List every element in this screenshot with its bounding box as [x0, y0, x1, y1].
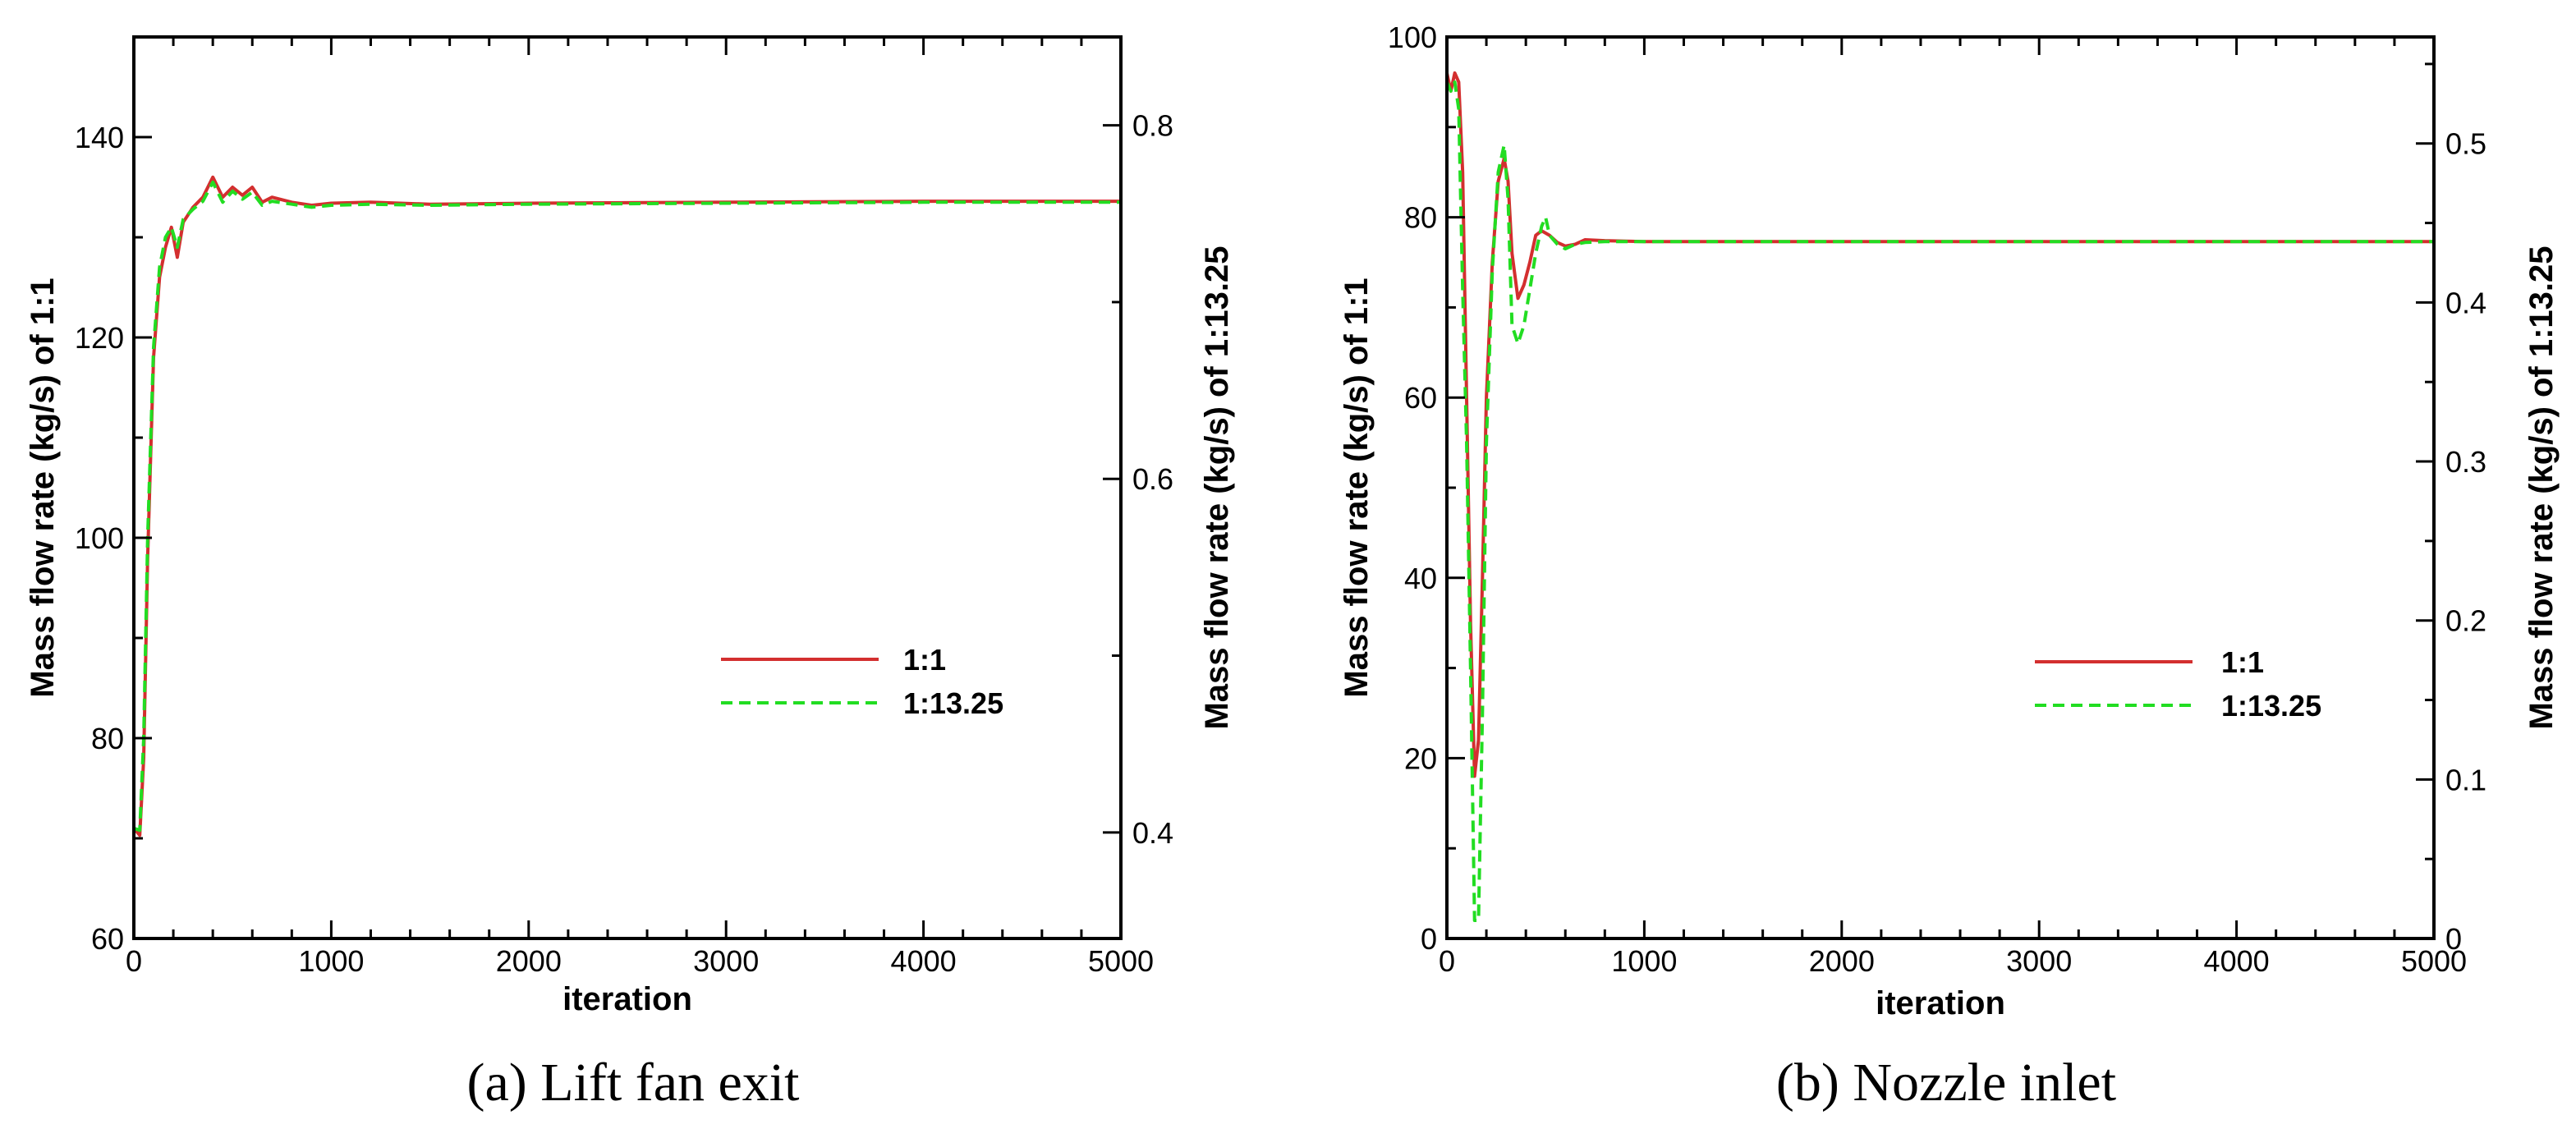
tick-labels: 0 1000 2000 3000 4000 500002040608010000.10.2… [1388, 21, 2486, 978]
tick-labels: 0 1000 2000 3000 4000 5000 60 80 100 120 140 0.4 0.6… [75, 109, 1173, 978]
legend-label-1-1: 1:1 [2221, 645, 2264, 679]
x-tick-label: 2000 [496, 944, 562, 978]
tick-marks [132, 35, 1123, 940]
plot-area [1445, 71, 2434, 922]
y-tick-label: 100 [1388, 21, 1437, 54]
y-tick-label: 80 [1404, 201, 1437, 235]
y2-axis-label: Mass flow rate (kg/s) of 1:13.25 [2523, 245, 2560, 729]
y-tick-label: 80 [91, 722, 124, 755]
x-tick-label: 0 [126, 944, 142, 978]
series-line-1-13-25 [133, 180, 1121, 833]
x-axis-label: iteration [1876, 985, 2005, 1021]
y2-tick-label: 0.2 [2445, 604, 2486, 638]
y2-tick-label: 0.4 [1132, 816, 1173, 850]
x-axis-label: iteration [562, 981, 692, 1017]
legend-label-1-13-25: 1:13.25 [2221, 689, 2321, 723]
series-line-1-1 [132, 175, 1121, 837]
x-tick-label: 0 [1439, 944, 1455, 978]
legend: 1:1 1:13.25 [721, 643, 1003, 720]
x-tick-label: 4000 [2204, 944, 2270, 978]
y2-tick-label: 0.5 [2445, 127, 2486, 161]
series-line-1-1 [1445, 71, 2434, 778]
y2-tick-label: 0 [2445, 922, 2462, 956]
y-tick-label: 120 [75, 321, 124, 355]
y2-tick-label: 0.4 [2445, 286, 2486, 319]
y-tick-label: 20 [1404, 741, 1437, 775]
y-tick-label: 40 [1404, 562, 1437, 595]
x-tick-label: 5000 [2401, 944, 2467, 978]
legend-label-1-13-25: 1:13.25 [903, 686, 1003, 720]
caption-b: (b) Nozzle inlet [1776, 1053, 2116, 1113]
y-axis-label: Mass flow rate (kg/s) of 1:1 [1339, 278, 1375, 697]
x-tick-label: 3000 [693, 944, 759, 978]
legend-label-1-1: 1:1 [903, 643, 946, 677]
y2-tick-label: 0.8 [1132, 109, 1173, 143]
y2-tick-label: 0.3 [2445, 445, 2486, 479]
y-axis-label: Mass flow rate (kg/s) of 1:1 [25, 278, 61, 697]
y-tick-label: 60 [1404, 381, 1437, 415]
y-tick-label: 60 [91, 922, 124, 956]
y2-axis-label: Mass flow rate (kg/s) of 1:13.25 [1199, 245, 1235, 729]
plot-frame [132, 35, 1123, 940]
plot-frame [1445, 35, 2436, 940]
x-tick-label: 1000 [298, 944, 364, 978]
x-tick-label: 4000 [891, 944, 957, 978]
x-tick-label: 5000 [1088, 944, 1154, 978]
y2-tick-label: 0.1 [2445, 763, 2486, 796]
caption-a: (a) Lift fan exit [467, 1053, 800, 1113]
tick-marks [1445, 35, 2436, 940]
plot-area [132, 175, 1121, 837]
y-tick-label: 0 [1421, 922, 1437, 956]
y-tick-label: 140 [75, 121, 124, 154]
y2-tick-label: 0.6 [1132, 462, 1173, 496]
y-tick-label: 100 [75, 521, 124, 555]
x-tick-label: 2000 [1809, 944, 1875, 978]
chart-panel-nozzle-inlet: 0 1000 2000 3000 4000 500002040608010000.10.2… [1339, 21, 2560, 1113]
series-line-1-13-25 [1445, 80, 2434, 922]
chart-panel-lift-fan-exit: 0 1000 2000 3000 4000 5000 60 80 100 120 140 0.4 0.6… [25, 35, 1235, 1113]
x-tick-label: 1000 [1611, 944, 1677, 978]
x-tick-label: 3000 [2006, 944, 2072, 978]
legend: 1:1 1:13.25 [2035, 645, 2321, 723]
